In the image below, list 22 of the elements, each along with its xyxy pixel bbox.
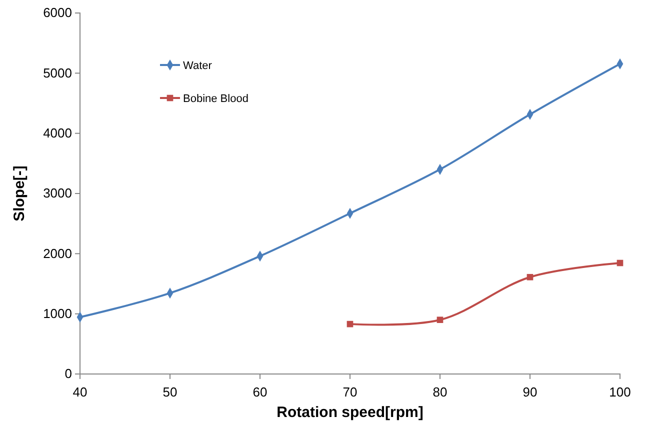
x-axis-title: Rotation speed[rpm]: [276, 404, 424, 421]
x-tick-label: 40: [72, 384, 88, 400]
y-tick-label: 4000: [43, 125, 72, 140]
x-tick-label: 70: [342, 384, 358, 400]
legend-label: Bobine Blood: [183, 92, 248, 105]
y-tick-label: 6000: [43, 5, 72, 20]
legend-label: Water: [183, 60, 212, 72]
x-tick-label: 60: [252, 384, 268, 400]
y-tick-label: 2000: [43, 246, 72, 261]
point: [526, 274, 534, 280]
y-tick-label: 1000: [43, 306, 72, 321]
x-tick-label: 100: [609, 384, 631, 400]
x-tick-label: 90: [522, 384, 538, 400]
point: [616, 260, 624, 266]
y-tick-label: 0: [64, 366, 72, 382]
point: [436, 316, 444, 324]
x-tick-label: 80: [432, 384, 448, 400]
y-axis-title: Slope[-]: [11, 166, 28, 222]
y-tick-label: 5000: [43, 65, 72, 80]
y-tick-label: 3000: [43, 186, 72, 201]
x-tick-label: 50: [162, 384, 178, 400]
point: [346, 320, 354, 328]
